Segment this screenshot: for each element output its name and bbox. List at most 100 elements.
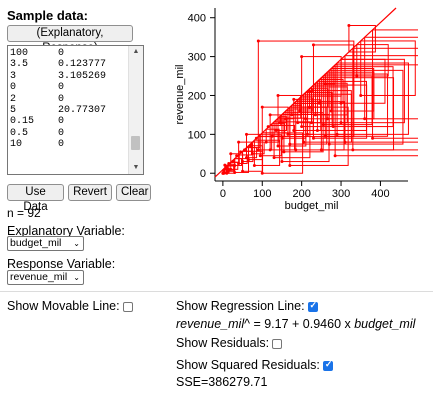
equation-explanatory-var: budget_mil	[354, 317, 416, 331]
residual-square	[360, 40, 416, 96]
data-point	[264, 140, 268, 144]
show-residuals-checkbox[interactable]	[272, 338, 283, 349]
y-tick-label: 300	[188, 52, 206, 64]
show-residuals-label: Show Residuals:	[176, 336, 270, 350]
regression-line	[214, 7, 397, 178]
data-point	[241, 160, 245, 164]
data-textarea[interactable]: 100 0 3.5 0.123777 3 3.105269 0 0 2 0 5 20.77307 0.1…	[7, 45, 144, 175]
data-point	[227, 168, 231, 172]
data-cell-explanatory: 0.15	[10, 116, 35, 128]
data-point	[237, 162, 241, 166]
data-rows: 100 0 3.5 0.123777 3 3.105269 0 0 2 0 5 20.77307 0.1…	[10, 48, 106, 151]
data-point	[276, 144, 280, 148]
data-point	[313, 113, 317, 117]
data-point	[280, 136, 284, 140]
show-regression-line-checkbox[interactable]	[307, 300, 318, 312]
data-point	[343, 140, 347, 144]
data-point	[331, 125, 335, 129]
data-cell-explanatory: 3.5	[10, 59, 29, 71]
residual-square	[259, 134, 282, 157]
show-movable-line-label: Show Movable Line:	[7, 299, 120, 313]
explanatory-variable-value: budget_mil	[10, 237, 62, 249]
data-cell-response: 0	[58, 93, 65, 105]
y-axis-label: revenue_mil	[174, 65, 186, 125]
residual-square	[316, 80, 367, 131]
residual-square	[261, 106, 289, 134]
data-point	[250, 152, 254, 156]
data-point	[288, 142, 292, 146]
x-tick-label: 200	[292, 188, 310, 200]
sse-value: SSE=386279.71	[176, 375, 268, 389]
residual-square	[372, 29, 418, 139]
show-squared-residuals-checkbox[interactable]	[322, 359, 333, 371]
chevron-down-icon: ⌄	[73, 273, 80, 282]
show-regression-line-option: Show Regression Line:	[176, 299, 318, 313]
data-point	[282, 150, 286, 154]
data-cell-response: 0	[58, 139, 65, 151]
data-point	[306, 132, 310, 136]
data-point	[308, 90, 312, 94]
show-movable-line-option: Show Movable Line:	[7, 299, 133, 313]
scroll-down-icon[interactable]: ▼	[132, 164, 140, 171]
data-point	[355, 74, 359, 78]
data-point	[233, 170, 237, 174]
data-point	[351, 148, 355, 152]
residual-square	[324, 73, 336, 85]
x-tick-label: 100	[253, 188, 271, 200]
data-row: 0.15 0	[10, 116, 106, 127]
data-point	[252, 163, 256, 167]
data-cell-response: 3.105269	[58, 70, 107, 82]
response-variable-label: Response Variable:	[7, 257, 116, 271]
format-button[interactable]: (Explanatory, Response)	[7, 25, 133, 54]
data-point	[363, 117, 367, 121]
residual-square	[352, 47, 418, 151]
residual-square	[364, 36, 418, 120]
data-cell-response: 0	[58, 116, 65, 128]
data-point	[274, 128, 278, 132]
data-point	[258, 154, 262, 158]
data-point	[268, 148, 272, 152]
chevron-down-icon: ⌄	[73, 239, 80, 248]
data-point	[286, 132, 290, 136]
data-point	[233, 163, 237, 167]
scroll-up-icon[interactable]: ▲	[132, 48, 140, 55]
data-point	[296, 121, 300, 125]
data-point	[339, 121, 343, 125]
clear-button[interactable]: Clear	[116, 184, 151, 201]
sample-size-label: n = 92	[7, 206, 41, 220]
section-divider	[0, 291, 433, 292]
explanatory-variable-select[interactable]: budget_mil ⌄	[7, 236, 84, 251]
data-cell-explanatory: 0	[10, 82, 17, 94]
data-point	[241, 169, 245, 173]
data-row: 3 3.105269	[10, 71, 106, 82]
x-tick-label: 400	[371, 188, 389, 200]
data-point	[323, 134, 327, 138]
residual-square	[230, 153, 240, 163]
residual-square	[334, 64, 418, 157]
revert-button[interactable]: Revert	[68, 184, 112, 201]
scroll-thumb[interactable]	[131, 136, 140, 150]
data-point	[308, 105, 312, 109]
y-tick-label: 100	[188, 129, 206, 141]
x-axis-label: budget_mil	[285, 200, 339, 212]
data-point	[325, 117, 329, 121]
data-cell-response: 20.77307	[58, 104, 107, 116]
use-data-button[interactable]: Use Data	[7, 184, 64, 213]
equation-response-var: revenue_mil	[176, 317, 245, 331]
residual-square	[305, 91, 333, 120]
data-point	[256, 39, 260, 43]
data-point	[294, 148, 298, 152]
show-movable-line-checkbox[interactable]	[122, 301, 133, 312]
data-cell-response: 0	[58, 127, 65, 139]
data-row: 0.5 0	[10, 128, 106, 139]
residual-square	[332, 66, 394, 128]
scrollbar[interactable]: ▲ ▼	[128, 46, 143, 174]
data-point	[339, 101, 343, 105]
data-cell-response: 0.123777	[58, 59, 107, 71]
response-variable-select[interactable]: revenue_mil ⌄	[7, 270, 84, 285]
data-point	[268, 113, 272, 117]
data-point	[272, 156, 276, 160]
equation-coefficients: = 9.17 + 0.9460 x	[249, 317, 355, 331]
residual-square	[265, 128, 280, 143]
